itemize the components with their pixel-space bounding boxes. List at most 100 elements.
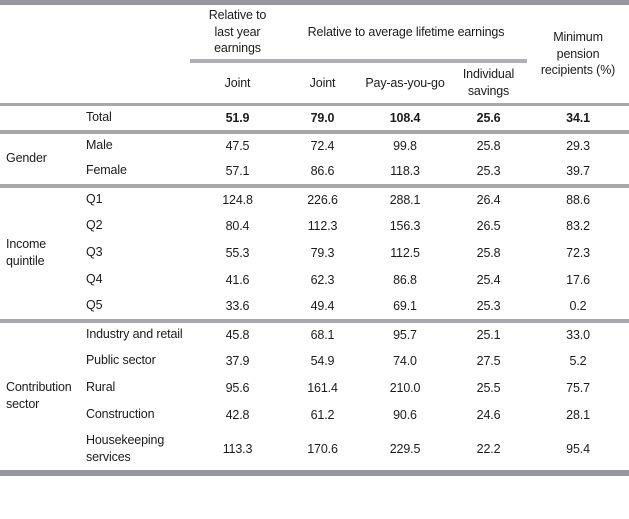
table-cell: 37.9: [225, 354, 250, 368]
table-cell: 118.3: [390, 164, 420, 178]
table-cell: 61.2: [310, 408, 335, 422]
table-row: Female 57.1 86.6 118.3 25.3 39.7: [0, 159, 629, 186]
row-label-female: Female: [86, 163, 127, 178]
table-cell: 25.8: [476, 246, 501, 260]
table-cell: 54.9: [310, 354, 335, 368]
table-cell: 95.6: [225, 381, 250, 395]
table-cell: 26.5: [476, 219, 501, 233]
section-total: Total 51.9 79.0 108.4 25.6 34.1: [0, 104, 629, 132]
row-label-construction: Construction: [86, 407, 155, 422]
table-cell: 226.6: [307, 193, 338, 207]
table-cell: 112.5: [390, 246, 420, 260]
table-cell: 41.6: [225, 273, 250, 287]
group-label-gender: Gender: [6, 151, 47, 166]
header-col-individual-savings: Individual savings: [462, 67, 515, 98]
header-col-joint-lifetime: Joint: [309, 75, 336, 90]
table-cell: 210.0: [389, 381, 421, 395]
table-cell: 95.7: [393, 328, 417, 342]
section-income-quintile: Income quintile Q1 124.8 226.6 288.1 26.4 88.6…: [0, 185, 629, 321]
table-cell: 29.3: [566, 139, 590, 153]
table-row: Q4 41.6 62.3 86.8 25.4 17.6: [0, 267, 629, 294]
table-cell: 69.1: [393, 299, 417, 313]
table-cell: 42.8: [225, 408, 250, 422]
table-cell: 95.4: [566, 442, 590, 456]
table-cell: 25.5: [476, 381, 501, 395]
table-cell: 25.3: [476, 164, 501, 178]
table-row: Gender Male 47.5 72.4 99.8 25.8 29.3: [0, 132, 629, 165]
table-cell: 51.9: [225, 110, 250, 125]
row-label-public-sector: Public sector: [86, 353, 156, 368]
row-label-q5: Q5: [86, 298, 103, 313]
table-cell: 24.6: [476, 408, 501, 422]
table-row-total: Total 51.9 79.0 108.4 25.6 34.1: [0, 105, 629, 132]
header-group-last-year: Relative to last year earnings: [190, 2, 285, 63]
table-cell: 17.6: [566, 273, 590, 287]
header-min-pension: Minimum pension recipients (%): [540, 30, 616, 78]
table-row: Q2 80.4 112.3 156.3 26.5 83.2: [0, 213, 629, 240]
table-cell: 0.2: [569, 299, 587, 313]
table-cell: 62.3: [310, 273, 335, 287]
table-row: Housekeeping services 113.3 170.6 229.5 22.2…: [0, 429, 629, 473]
table-row: Q5 33.6 49.4 69.1 25.3 0.2: [0, 294, 629, 321]
table-cell: 229.5: [389, 442, 421, 456]
table-cell: 25.4: [476, 273, 501, 287]
table-row: Rural 95.6 161.4 210.0 25.5 75.7: [0, 375, 629, 402]
table-cell: 33.0: [566, 328, 590, 342]
table-header: Relative to last year earnings Relative …: [0, 2, 629, 105]
table-cell: 79.3: [310, 246, 335, 260]
table-cell: 45.8: [225, 328, 250, 342]
table-cell: 75.7: [566, 381, 590, 395]
table-cell: 27.5: [476, 354, 501, 368]
section-contribution-sector: Contribution sector Industry and retail 45…: [0, 320, 629, 473]
section-gender: Gender Male 47.5 72.4 99.8 25.8 29.3 Female 57.1…: [0, 131, 629, 186]
row-label-male: Male: [86, 138, 113, 153]
table-cell: 112.3: [307, 219, 338, 233]
table-cell: 88.6: [566, 193, 590, 207]
table-cell: 22.2: [476, 442, 501, 456]
table-cell: 28.1: [566, 408, 590, 422]
table-cell: 99.8: [393, 139, 417, 153]
table-cell: 161.4: [307, 381, 338, 395]
row-label-industry-and-retail: Industry and retail: [86, 327, 183, 342]
header-row-columns: Joint Joint Pay-as-you-go Individual sav…: [0, 61, 629, 105]
table-cell: 72.4: [310, 139, 335, 153]
group-label-empty: [0, 105, 84, 132]
header-col-joint-lastyear: Joint: [224, 75, 251, 90]
table-row: Q3 55.3 79.3 112.5 25.8 72.3: [0, 240, 629, 267]
row-label-q1: Q1: [86, 192, 103, 207]
table-row: Income quintile Q1 124.8 226.6 288.1 26.4 88.6: [0, 186, 629, 268]
table-cell: 156.3: [389, 219, 421, 233]
table-cell: 47.5: [225, 139, 250, 153]
table-cell: 79.0: [310, 110, 335, 125]
header-corner-cell: [0, 3, 190, 105]
row-label-housekeeping-services: Housekeeping services: [86, 432, 165, 465]
table-cell: 83.2: [566, 219, 590, 233]
table-cell: 124.8: [222, 193, 253, 207]
row-label-q2: Q2: [86, 218, 103, 233]
table-cell: 26.4: [476, 193, 501, 207]
group-label-income-quintile: Income quintile: [6, 237, 47, 268]
table-cell: 90.6: [393, 408, 417, 422]
row-label-q3: Q3: [86, 245, 103, 260]
table-cell: 55.3: [225, 246, 250, 260]
header-row-groups: Relative to last year earnings Relative …: [0, 2, 629, 77]
table-cell: 25.3: [476, 299, 501, 313]
pension-table: Relative to last year earnings Relative …: [0, 0, 629, 476]
table-cell: 33.6: [225, 299, 250, 313]
table-cell: 74.0: [393, 354, 417, 368]
table-cell: 170.6: [307, 442, 338, 456]
table-cell: 25.8: [476, 139, 501, 153]
table-cell: 86.6: [310, 164, 335, 178]
row-label-q4: Q4: [86, 272, 103, 287]
table-cell: 39.7: [566, 164, 590, 178]
table-cell: 108.4: [389, 110, 421, 125]
table-cell: 25.6: [476, 110, 501, 125]
table-row: Public sector 37.9 54.9 74.0 27.5 5.2: [0, 348, 629, 375]
group-label-contribution-sector: Contribution sector: [6, 380, 72, 411]
table-cell: 113.3: [222, 442, 253, 456]
table-cell: 25.1: [476, 328, 501, 342]
table-cell: 80.4: [225, 219, 250, 233]
table-row: Construction 42.8 61.2 90.6 24.6 28.1: [0, 402, 629, 429]
table-row: Contribution sector Industry and retail 45…: [0, 321, 629, 411]
header-col-payg: Pay-as-you-go: [365, 75, 445, 90]
